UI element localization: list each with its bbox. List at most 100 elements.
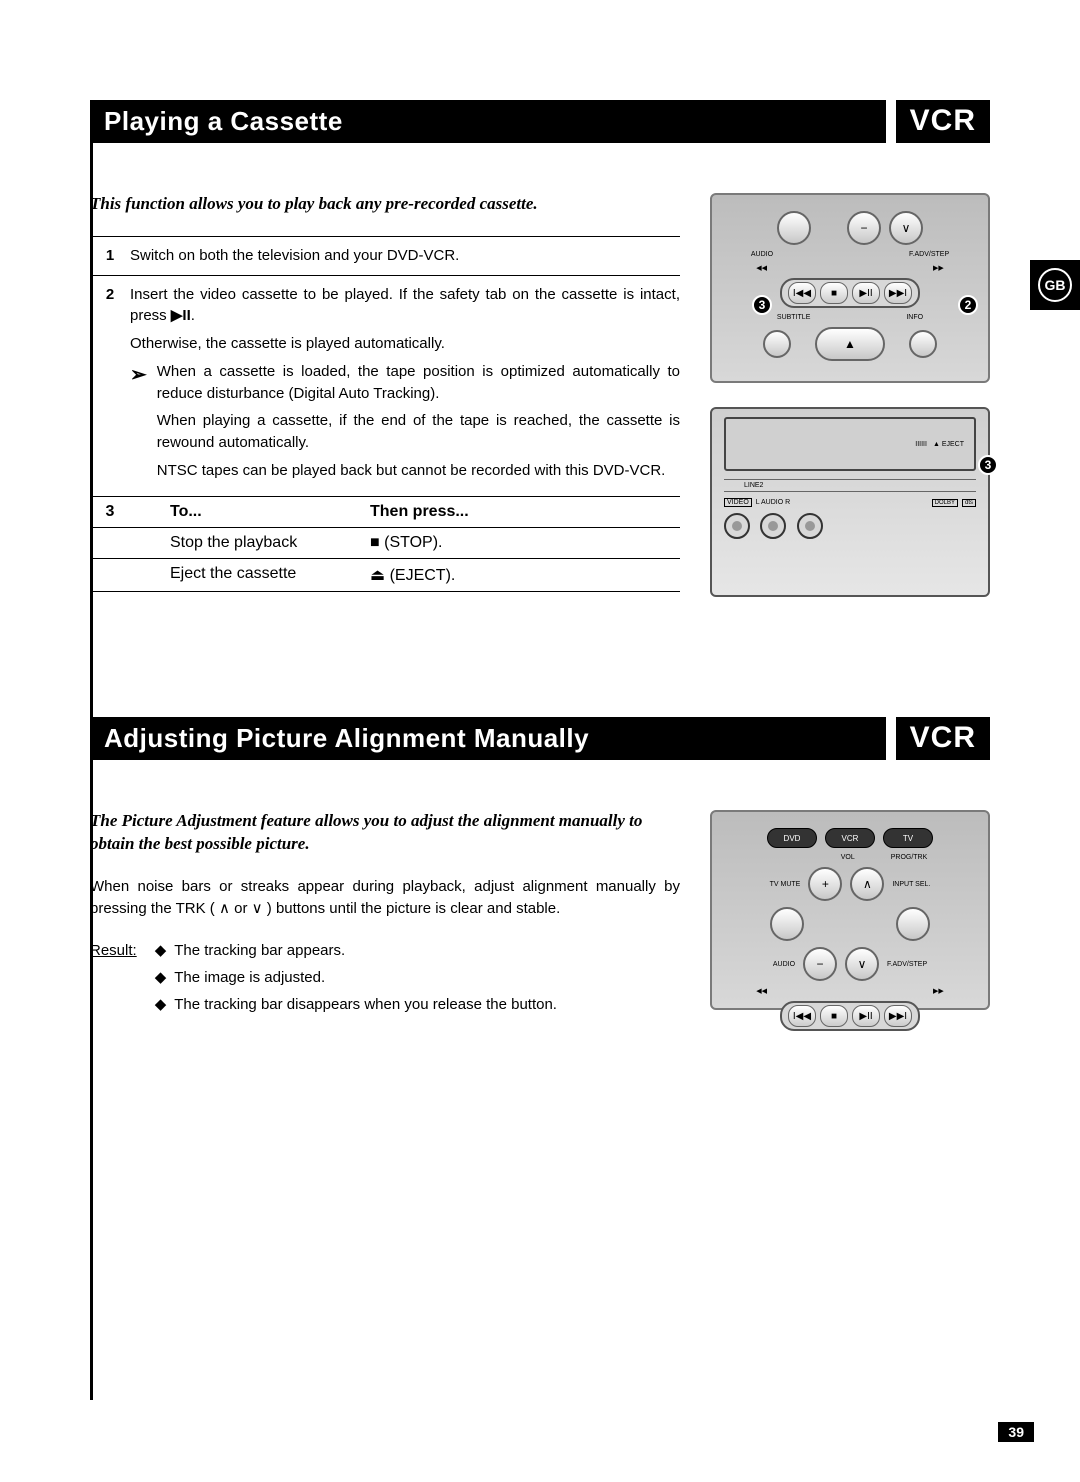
section1-intro: This function allows you to play back an… bbox=[90, 193, 680, 216]
btn-dvd: DVD bbox=[767, 828, 817, 848]
label-prog: PROG/TRK bbox=[891, 854, 928, 861]
step-text: Insert the video cassette to be played. … bbox=[130, 284, 680, 488]
section1-left: This function allows you to play back an… bbox=[90, 193, 680, 597]
result-list: ◆The tracking bar appears. ◆ The image is… bbox=[155, 937, 557, 1018]
result-item: ◆The tracking bar disappears when you re… bbox=[155, 991, 557, 1018]
btn-plus: + bbox=[808, 867, 842, 901]
label-info: INFO bbox=[906, 314, 923, 321]
step-2: 2 Insert the video cassette to be played… bbox=[90, 275, 680, 496]
t: The tracking bar disappears when you rel… bbox=[174, 996, 557, 1013]
label-fadv: F.ADV/STEP bbox=[909, 251, 949, 258]
transport-bar-2: I◀◀ ■ ▶II ▶▶I bbox=[780, 1001, 920, 1031]
t: The image is adjusted. bbox=[174, 969, 325, 986]
result-block: Result: ◆The tracking bar appears. ◆The … bbox=[90, 937, 680, 1018]
btn-minus: − bbox=[803, 947, 837, 981]
remote-diagram-1: − ∨ AUDIO F.ADV/STEP ◀◀ ▶▶ I◀◀ ■ bbox=[710, 193, 990, 383]
label: (EJECT). bbox=[385, 567, 455, 584]
section1-right: − ∨ AUDIO F.ADV/STEP ◀◀ ▶▶ I◀◀ ■ bbox=[710, 193, 990, 597]
play-pause-icon: ▶II bbox=[852, 1005, 880, 1027]
note1: When a cassette is loaded, the tape posi… bbox=[157, 361, 680, 405]
note-arrow-icon: ➢ bbox=[130, 361, 147, 488]
text: . bbox=[191, 307, 195, 324]
btn bbox=[770, 907, 804, 941]
eject-icon: ⏏ bbox=[370, 567, 385, 584]
step-num: 1 bbox=[90, 245, 130, 267]
note-text: When a cassette is loaded, the tape posi… bbox=[157, 361, 680, 488]
section2-intro: The Picture Adjustment feature allows yo… bbox=[90, 810, 680, 856]
note3: NTSC tapes can be played back but cannot… bbox=[157, 460, 680, 482]
text: Insert the video cassette to be played. … bbox=[130, 286, 680, 325]
step-num: 2 bbox=[90, 284, 130, 488]
page-number: 39 bbox=[998, 1422, 1034, 1442]
btn-up: ▲ bbox=[815, 327, 885, 361]
btn-down: ∨ bbox=[845, 947, 879, 981]
audio-l-label: L AUDIO R bbox=[756, 499, 790, 506]
jack-audio-l bbox=[760, 513, 786, 539]
device-diagram: IIIIII ▲ EJECT LINE2 VIDEO L AUDIO R DOL… bbox=[710, 407, 990, 597]
side-tab: GB bbox=[1030, 260, 1080, 310]
label-fadv2: F.ADV/STEP bbox=[887, 961, 927, 968]
result-item: ◆The tracking bar appears. bbox=[155, 937, 557, 964]
callout-3: 3 bbox=[752, 295, 772, 315]
step2-p2: Otherwise, the cassette is played automa… bbox=[130, 333, 680, 355]
row-to: Stop the playback bbox=[170, 534, 330, 552]
section2-left: The Picture Adjustment feature allows yo… bbox=[90, 810, 680, 1034]
up-icon: ∧ bbox=[219, 900, 230, 917]
col-then: Then press... bbox=[370, 503, 680, 521]
label-inputsel: INPUT SEL. bbox=[892, 881, 930, 888]
note2: When playing a cassette, if the end of t… bbox=[157, 410, 680, 454]
callout-3b: 3 bbox=[978, 455, 998, 475]
row-to: Eject the cassette bbox=[170, 565, 330, 585]
step-text: Switch on both the television and your D… bbox=[130, 245, 680, 267]
prev-icon: I◀◀ bbox=[788, 282, 816, 304]
result-label: Result: bbox=[90, 937, 145, 1018]
section2: Adjusting Picture Alignment Manually VCR… bbox=[90, 717, 990, 1034]
label-vol: VOL bbox=[841, 854, 855, 861]
t: The tracking bar appears. bbox=[174, 942, 345, 959]
btn-up: ∧ bbox=[850, 867, 884, 901]
page-content: Playing a Cassette VCR This function all… bbox=[90, 100, 990, 1034]
slot-stripes: IIIIII bbox=[915, 441, 927, 448]
play-pause-icon: ▶II bbox=[852, 282, 880, 304]
label-audio: AUDIO bbox=[751, 251, 773, 258]
eject-label: ▲ EJECT bbox=[933, 441, 964, 448]
section2-title: Adjusting Picture Alignment Manually bbox=[90, 717, 886, 760]
step2-note: ➢ When a cassette is loaded, the tape po… bbox=[130, 361, 680, 488]
btn-down: ∨ bbox=[889, 211, 923, 245]
step-num: 3 bbox=[90, 503, 130, 521]
label-subtitle: SUBTITLE bbox=[777, 314, 810, 321]
down-icon: ∨ bbox=[252, 900, 263, 917]
section2-body-text: When noise bars or streaks appear during… bbox=[90, 876, 680, 920]
step3-header: 3 To... Then press... bbox=[90, 496, 680, 527]
diamond-icon: ◆ bbox=[155, 969, 167, 986]
label-audio2: AUDIO bbox=[773, 961, 795, 968]
step2-p1: Insert the video cassette to be played. … bbox=[130, 284, 680, 328]
step3-row1: Stop the playback ■ (STOP). bbox=[90, 527, 680, 558]
section1-badge: VCR bbox=[896, 100, 990, 143]
col-to: To... bbox=[170, 503, 330, 521]
next-icon: ▶▶I bbox=[884, 282, 912, 304]
next-icon: ▶▶I bbox=[884, 1005, 912, 1027]
dts-icon: dts bbox=[962, 499, 976, 507]
transport-bar: I◀◀ ■ ▶II ▶▶I bbox=[780, 278, 920, 308]
result-item: ◆ The image is adjusted. bbox=[155, 964, 557, 991]
step3-row2: Eject the cassette ⏏ (EJECT). bbox=[90, 558, 680, 592]
jack-video bbox=[724, 513, 750, 539]
btn-generic bbox=[777, 211, 811, 245]
line2-label: LINE2 bbox=[724, 482, 976, 489]
play-pause-icon: ▶II bbox=[171, 307, 191, 324]
callout-2: 2 bbox=[958, 295, 978, 315]
step-1: 1 Switch on both the television and your… bbox=[90, 236, 680, 275]
section2-body: The Picture Adjustment feature allows yo… bbox=[90, 810, 990, 1034]
stop-icon: ■ bbox=[820, 1005, 848, 1027]
btn bbox=[909, 330, 937, 358]
section1-body: This function allows you to play back an… bbox=[90, 193, 990, 597]
label: (STOP). bbox=[380, 534, 443, 551]
video-label: VIDEO bbox=[724, 498, 752, 507]
dolby-icon: DOLBY bbox=[932, 499, 958, 507]
stop-icon: ■ bbox=[820, 282, 848, 304]
side-tab-label: GB bbox=[1038, 268, 1072, 302]
btn-vcr: VCR bbox=[825, 828, 875, 848]
btn bbox=[896, 907, 930, 941]
section1-title: Playing a Cassette bbox=[90, 100, 886, 143]
